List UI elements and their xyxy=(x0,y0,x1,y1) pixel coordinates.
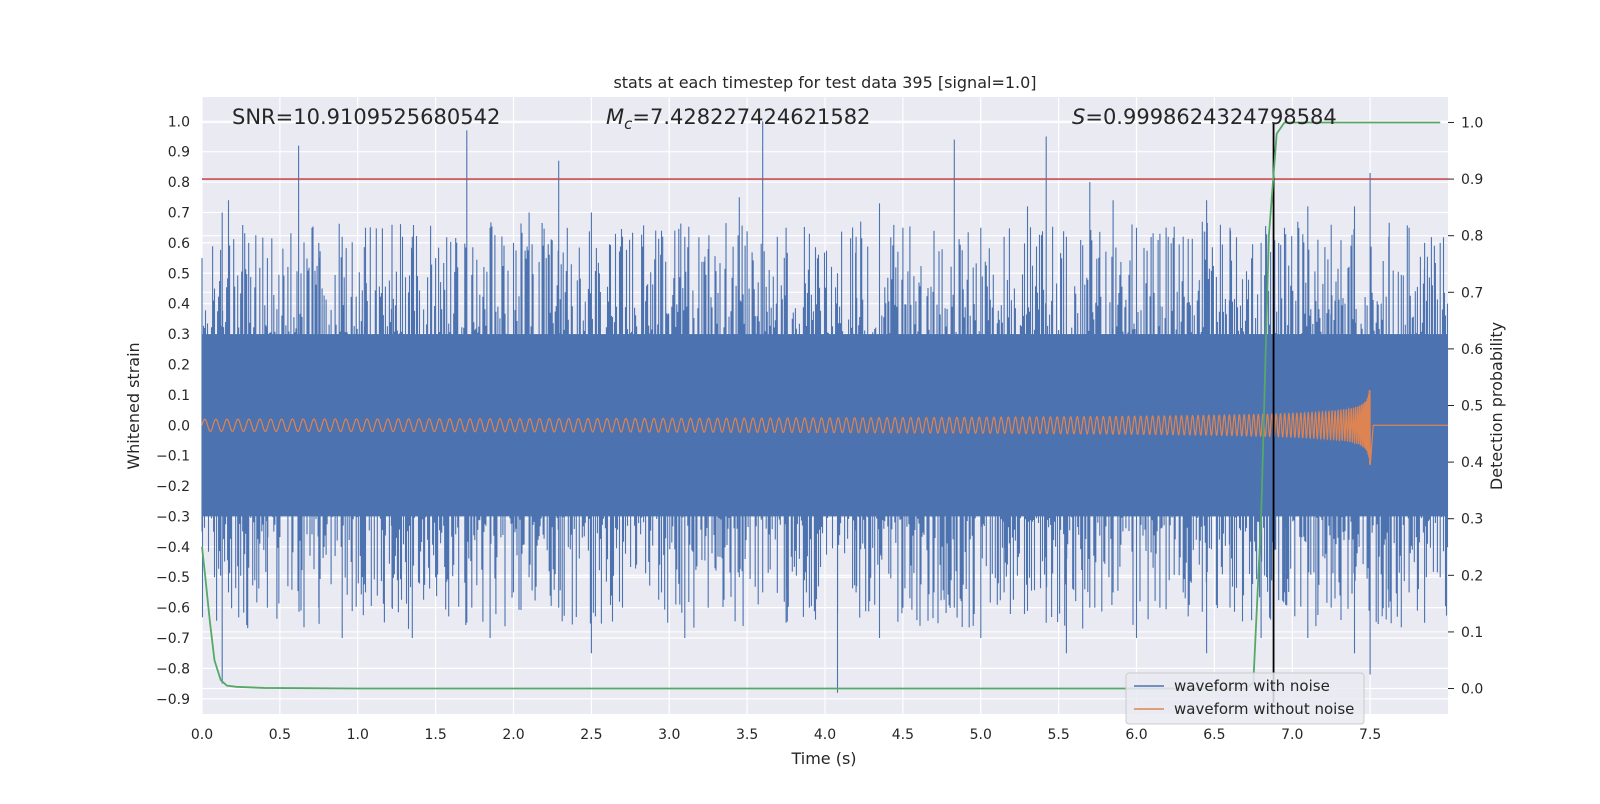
y2-axis-ticks: 1.0 0.9 0.8 0.7 0.6 0.5 0.4 0.3 0.2 0.1 0.0 xyxy=(1448,115,1483,698)
y-tick-label: −0.3 xyxy=(156,509,190,525)
y-tick-label: 0.1 xyxy=(168,388,190,404)
x-tick-label: 0.0 xyxy=(191,727,213,743)
y-tick-label: −0.5 xyxy=(156,570,190,586)
y-tick-label: −0.2 xyxy=(156,479,190,495)
legend-label-clean: waveform without noise xyxy=(1174,700,1354,718)
snr-annotation: SNR=10.9109525680542 xyxy=(232,105,500,129)
x-tick-label: 1.0 xyxy=(347,727,369,743)
series-layer xyxy=(201,121,1449,693)
y-tick-label: −0.4 xyxy=(156,540,190,556)
x-tick-label: 4.5 xyxy=(892,727,914,743)
y-tick-label: 0.2 xyxy=(168,357,190,373)
y2-tick-label: 0.7 xyxy=(1461,285,1483,301)
x-tick-label: 3.0 xyxy=(658,727,680,743)
y-tick-label: −0.1 xyxy=(156,449,190,465)
y-tick-label: −0.6 xyxy=(156,601,190,617)
x-tick-label: 4.0 xyxy=(814,727,836,743)
y2-tick-label: 0.9 xyxy=(1461,172,1483,188)
y-tick-label: −0.9 xyxy=(156,692,190,708)
x-axis-ticks: 0.0 0.5 1.0 1.5 2.0 2.5 3.0 3.5 4.0 4.5 5.0 5.5 6.0 6… xyxy=(191,727,1381,743)
series-detection-probability xyxy=(201,121,1441,690)
x-tick-label: 6.0 xyxy=(1125,727,1147,743)
legend-box xyxy=(1125,672,1365,725)
mc-subscript: c xyxy=(624,115,633,133)
x-tick-label: 1.5 xyxy=(424,727,446,743)
y-axis-label: Whitened strain xyxy=(124,342,143,469)
y2-tick-label: 0.1 xyxy=(1461,625,1483,641)
y2-tick-label: 1.0 xyxy=(1461,115,1483,131)
x-tick-label: 5.5 xyxy=(1047,727,1069,743)
y2-tick-label: 0.4 xyxy=(1461,455,1483,471)
x-axis-label: Time (s) xyxy=(790,749,856,768)
y-tick-label: 0.0 xyxy=(168,418,190,434)
y2-tick-label: 0.8 xyxy=(1461,229,1483,245)
y-tick-label: 0.5 xyxy=(168,266,190,282)
y-tick-label: 0.6 xyxy=(168,236,190,252)
s-symbol: S xyxy=(1072,105,1085,129)
legend: waveform with noise waveform without noi… xyxy=(1125,672,1365,725)
x-tick-label: 3.5 xyxy=(736,727,758,743)
y-tick-label: −0.8 xyxy=(156,661,190,677)
y-tick-label: 0.4 xyxy=(168,297,190,313)
y-tick-label: 0.9 xyxy=(168,145,190,161)
x-tick-label: 5.0 xyxy=(970,727,992,743)
y2-tick-label: 0.6 xyxy=(1461,342,1483,358)
y2-tick-label: 0.3 xyxy=(1461,512,1483,528)
y2-tick-label: 0.0 xyxy=(1461,682,1483,698)
y-tick-label: 1.0 xyxy=(168,114,190,130)
x-tick-label: 7.0 xyxy=(1281,727,1303,743)
s-annotation: S=0.9998624324798584 xyxy=(1072,105,1337,129)
y-axis-ticks: 1.0 0.9 0.8 0.7 0.6 0.5 0.4 0.3 0.2 0.1 0.0 −0.1 −0.… xyxy=(156,114,190,707)
mc-annotation: Mc=7.428227424621582 xyxy=(606,105,870,133)
x-tick-label: 7.5 xyxy=(1359,727,1381,743)
y-tick-label: 0.3 xyxy=(168,327,190,343)
chart-title: stats at each timestep for test data 395… xyxy=(613,73,1036,92)
y-tick-label: 0.7 xyxy=(168,205,190,221)
x-tick-label: 2.5 xyxy=(580,727,602,743)
x-tick-label: 2.0 xyxy=(502,727,524,743)
s-value: =0.9998624324798584 xyxy=(1085,105,1336,129)
y2-axis-label: Detection probability xyxy=(1487,322,1506,490)
y2-tick-label: 0.2 xyxy=(1461,568,1483,584)
x-tick-label: 0.5 xyxy=(269,727,291,743)
y-tick-label: −0.7 xyxy=(156,631,190,647)
series-waveform-without-noise xyxy=(201,389,1448,466)
mc-symbol: M xyxy=(606,105,624,129)
legend-label-noise: waveform with noise xyxy=(1174,677,1330,695)
y2-tick-label: 0.5 xyxy=(1461,399,1483,415)
mc-value: =7.428227424621582 xyxy=(632,105,870,129)
overlay-layer xyxy=(201,121,1448,703)
y-tick-label: 0.8 xyxy=(168,175,190,191)
x-tick-label: 6.5 xyxy=(1203,727,1225,743)
